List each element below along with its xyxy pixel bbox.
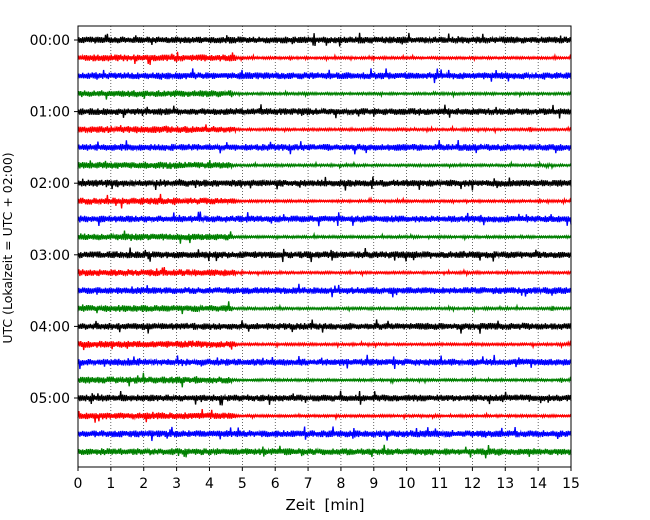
- y-tick-label: 00:00: [30, 33, 70, 49]
- trace-line: [77, 283, 572, 298]
- x-axis: 0 1 2 3 4 5 6 7 8 9 10 11 12 13 14 15: [74, 467, 580, 492]
- trace-line: [77, 211, 572, 227]
- trace-line: [77, 160, 572, 170]
- trace-line: [77, 89, 572, 100]
- x-tick-label: 7: [304, 476, 313, 492]
- x-tick-label: 2: [139, 476, 148, 492]
- plot-frame: [77, 25, 572, 468]
- trace-group: [77, 32, 572, 459]
- y-tick-label: 03:00: [30, 248, 70, 264]
- trace-line: [77, 124, 572, 135]
- x-tick-label: 8: [336, 476, 345, 492]
- y-tick-label: 05:00: [30, 391, 70, 407]
- x-tick-label: 6: [271, 476, 280, 492]
- y-axis-label: UTC (Lokalzeit = UTC + 02:00): [0, 152, 15, 343]
- trace-line: [77, 247, 572, 263]
- trace-line: [77, 409, 572, 423]
- trace-line: [77, 339, 572, 351]
- x-tick-label: 4: [205, 476, 214, 492]
- x-tick-label: 0: [74, 476, 83, 492]
- trace-line: [77, 372, 572, 388]
- x-axis-label: Zeit [min]: [285, 496, 364, 514]
- trace-line: [77, 354, 572, 370]
- x-tick-label: 5: [238, 476, 247, 492]
- y-tick-label: 01:00: [30, 105, 70, 121]
- trace-line: [77, 32, 572, 47]
- trace-line: [77, 319, 572, 334]
- trace-line: [77, 390, 572, 406]
- trace-line: [77, 104, 572, 119]
- y-axis: 00:00 01:00 02:00 03:00 04:00 05:00: [30, 33, 78, 407]
- trace-line: [77, 51, 572, 65]
- x-tick-label: 15: [562, 476, 580, 492]
- x-tick-label: 12: [463, 476, 481, 492]
- x-tick-label: 14: [529, 476, 547, 492]
- trace-line: [77, 444, 572, 459]
- trace-line: [77, 301, 572, 315]
- trace-line: [77, 267, 572, 278]
- x-tick-label: 13: [496, 476, 514, 492]
- trace-line: [77, 230, 572, 244]
- trace-line: [77, 426, 572, 442]
- x-tick-label: 11: [431, 476, 449, 492]
- trace-line: [77, 68, 572, 84]
- x-tick-label: 10: [398, 476, 416, 492]
- y-tick-label: 02:00: [30, 176, 70, 192]
- trace-line: [77, 176, 572, 191]
- trace-line: [77, 140, 572, 155]
- x-tick-label: 3: [172, 476, 181, 492]
- trace-line: [77, 193, 572, 209]
- y-tick-label: 04:00: [30, 319, 70, 335]
- x-tick-label: 9: [369, 476, 378, 492]
- x-tick-label: 1: [106, 476, 115, 492]
